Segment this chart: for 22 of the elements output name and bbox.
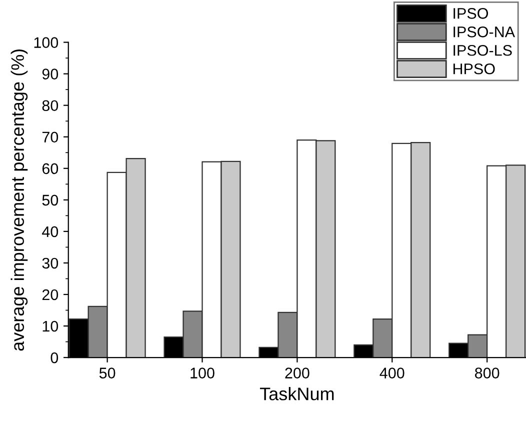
x-tick-label: 400	[380, 368, 404, 378]
y-tick-label: 100	[34, 37, 58, 48]
y-tick-label: 10	[42, 320, 58, 332]
legend-label: HPSO	[453, 63, 495, 74]
x-tick-label: 100	[190, 368, 214, 378]
x-tick-label: 50	[99, 368, 116, 378]
y-tick-label: 50	[42, 194, 58, 206]
y-axis-title: average improvement percentage (%)	[10, 49, 28, 351]
y-tick-label: 20	[42, 289, 58, 300]
x-tick-label: 800	[474, 368, 500, 378]
y-tick-label: 80	[42, 100, 58, 112]
legend-label: IPSO-NA	[454, 26, 516, 38]
legend-label: IPSO-LS	[454, 44, 512, 56]
y-tick-label: 70	[42, 132, 58, 143]
x-axis-title: TaskNum	[260, 387, 334, 400]
y-tick-label: 30	[42, 258, 58, 269]
y-tick-label: 0	[50, 352, 58, 364]
x-tick-label: 200	[285, 368, 310, 378]
y-tick-label: 60	[42, 163, 58, 174]
y-tick-label: 90	[42, 68, 58, 80]
y-tick-label: 40	[42, 226, 58, 238]
legend-label: IPSO	[454, 8, 488, 19]
